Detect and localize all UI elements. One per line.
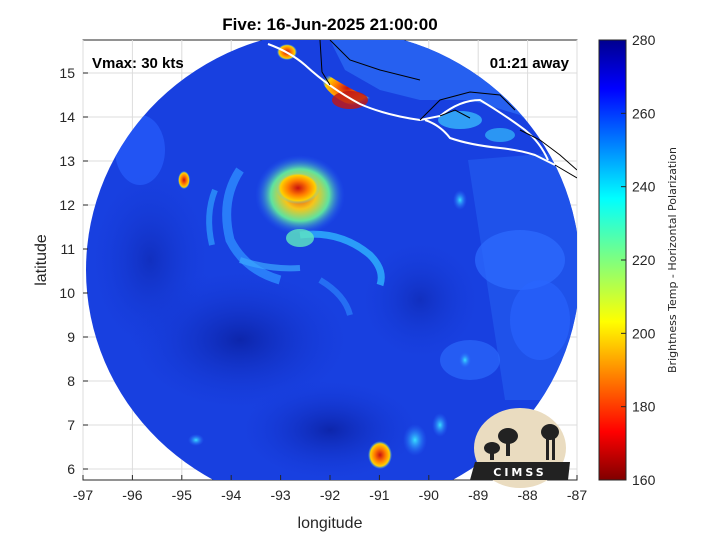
y-axis-ticks: 6 7 8 9 10 11 12 13 14 15 (59, 65, 88, 477)
y-tick-label: 6 (67, 461, 75, 477)
y-tick-label: 11 (60, 241, 75, 257)
x-axis-label: longitude (298, 515, 363, 532)
y-tick-label: 14 (59, 109, 75, 125)
colorbar-tick-label: 200 (632, 325, 656, 341)
x-axis-ticks: -97 -96 -95 -94 -93 -92 -91 -90 -89 -88 -87 (73, 475, 587, 503)
y-tick-label: 10 (59, 285, 75, 301)
y-tick-label: 13 (59, 153, 75, 169)
colorbar-tick-label: 160 (632, 472, 656, 488)
colorbar-tick-label: 280 (632, 32, 656, 48)
vmax-annotation: Vmax: 30 kts (92, 55, 184, 72)
country-borders (319, 40, 577, 179)
x-tick-label: -88 (517, 487, 537, 503)
colorbar-ticks: 160 180 200 220 240 260 280 (621, 32, 656, 488)
x-tick-label: -90 (419, 487, 439, 503)
x-tick-label: -96 (122, 487, 142, 503)
colorbar-tick-label: 180 (632, 399, 656, 415)
time-away-annotation: 01:21 away (490, 55, 570, 72)
x-tick-label: -92 (320, 487, 340, 503)
colorbar-tick-label: 240 (632, 179, 656, 195)
cimss-logo: CIMSS (470, 408, 570, 488)
y-axis-label: latitude (33, 234, 50, 286)
y-tick-label: 9 (67, 329, 75, 345)
y-tick-label: 8 (67, 373, 75, 389)
y-tick-label: 12 (59, 197, 75, 213)
x-tick-label: -95 (172, 487, 192, 503)
x-tick-label: -94 (221, 487, 241, 503)
colorbar-label: Brightness Temp - Horizontal Polarizatio… (666, 147, 679, 373)
colorbar-tick-label: 220 (632, 252, 656, 268)
microwave-swath (86, 40, 577, 480)
x-tick-label: -97 (73, 487, 93, 503)
y-tick-label: 7 (67, 417, 75, 433)
figure-title: Five: 16-Jun-2025 21:00:00 (222, 15, 437, 34)
colorbar-tick-label: 260 (632, 105, 656, 121)
x-tick-label: -93 (270, 487, 290, 503)
x-tick-label: -91 (369, 487, 389, 503)
x-tick-label: -87 (567, 487, 587, 503)
x-tick-label: -89 (468, 487, 488, 503)
y-tick-label: 15 (59, 65, 75, 81)
cimss-logo-text: CIMSS (493, 466, 546, 479)
